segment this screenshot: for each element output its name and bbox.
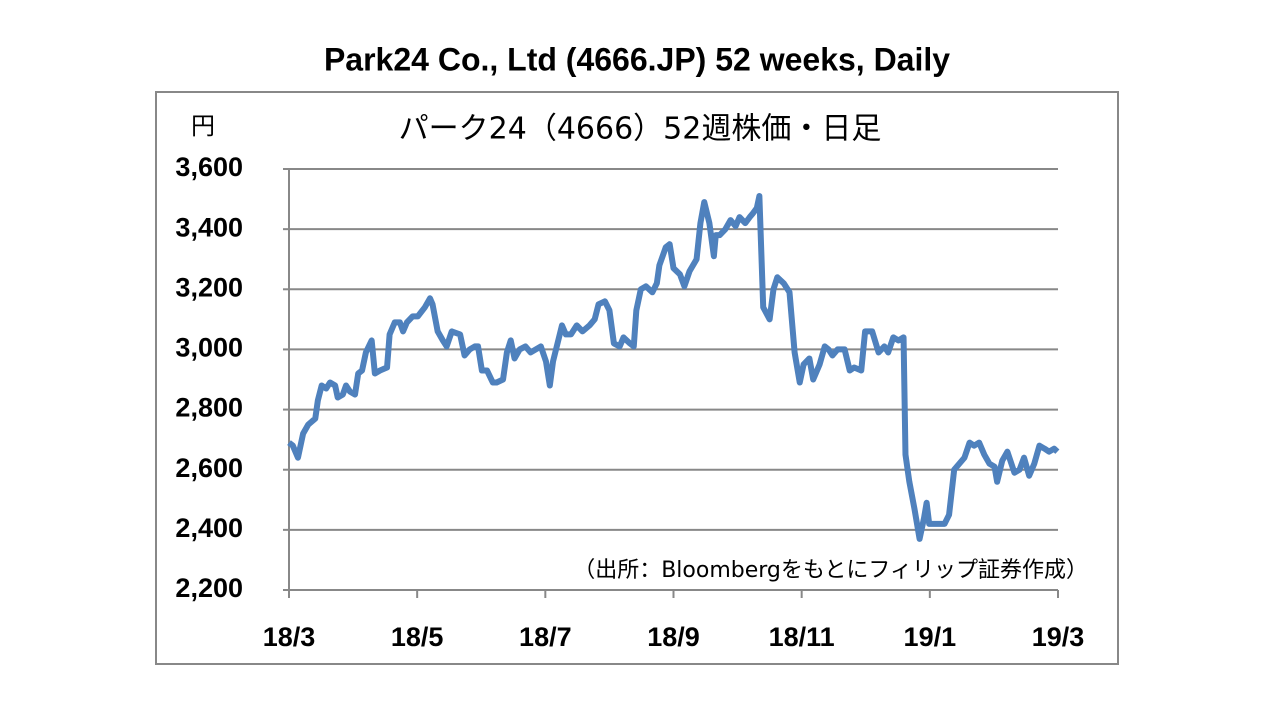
x-tick-label: 18/11 [769,622,835,652]
x-tick-label: 19/1 [904,622,957,652]
y-tick-label: 3,600 [175,152,243,182]
y-tick-label: 2,200 [175,573,243,603]
y-axis-label: 円 [191,112,215,140]
x-tick-label: 19/3 [1032,622,1085,652]
price-line [287,193,1060,542]
x-tick-label: 18/5 [391,622,444,652]
y-tick-label: 2,800 [175,393,243,423]
chart-frame [155,91,1119,665]
x-tick-label: 18/7 [519,622,572,652]
y-tick-label: 3,400 [175,212,243,242]
y-tick-label: 2,400 [175,513,243,543]
source-note: （出所：Bloombergをもとにフィリップ証券作成） [573,558,1088,583]
chart-title: Park24 Co., Ltd (4666.JP) 52 weeks, Dail… [324,41,950,77]
y-tick-label: 3,000 [175,333,243,363]
x-tick-label: 18/9 [647,622,700,652]
x-tick-label: 18/3 [263,622,316,652]
y-tick-label: 2,600 [175,453,243,483]
y-tick-label: 3,200 [175,272,243,302]
chart-subtitle: パーク24（4666）52週株価・日足 [399,112,882,147]
